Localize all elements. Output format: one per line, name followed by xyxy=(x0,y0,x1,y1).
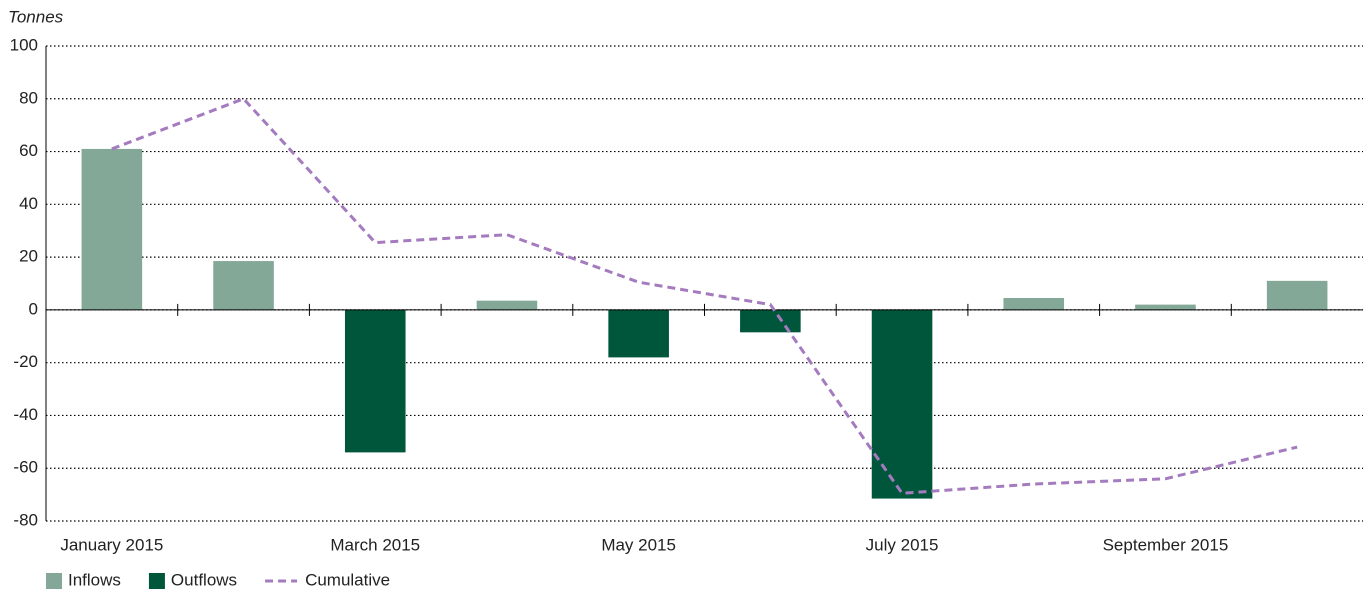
x-tick-label: May 2015 xyxy=(601,535,676,554)
bar xyxy=(871,309,933,499)
x-tick-label: July 2015 xyxy=(866,535,939,554)
y-tick-label: 60 xyxy=(19,141,38,160)
bar xyxy=(344,309,406,453)
legend-swatch xyxy=(148,573,165,589)
bar xyxy=(81,148,143,310)
legend-label: Cumulative xyxy=(305,570,390,589)
legend-swatch xyxy=(46,573,62,589)
bar xyxy=(476,300,538,310)
y-tick-label: -40 xyxy=(13,405,38,424)
bar xyxy=(740,309,801,333)
bar xyxy=(608,309,669,358)
x-tick-label: September 2015 xyxy=(1103,535,1229,554)
legend-label: Outflows xyxy=(171,570,237,589)
y-axis-label: Tonnes xyxy=(8,7,64,26)
bar xyxy=(1266,280,1328,310)
y-tick-label: -60 xyxy=(13,458,38,477)
legend-label: Inflows xyxy=(68,570,121,589)
y-tick-label: 100 xyxy=(10,35,38,54)
x-tick-label: January 2015 xyxy=(60,535,163,554)
bar xyxy=(1003,298,1065,310)
bar xyxy=(1135,304,1196,310)
y-tick-label: 40 xyxy=(19,194,38,213)
y-tick-label: -80 xyxy=(13,510,38,529)
y-tick-label: 0 xyxy=(29,299,38,318)
line xyxy=(111,97,1298,495)
bar xyxy=(213,261,274,310)
y-tick-label: 20 xyxy=(19,247,38,266)
y-tick-label: 80 xyxy=(19,88,38,107)
x-tick-label: March 2015 xyxy=(330,535,420,554)
y-tick-label: -20 xyxy=(13,352,38,371)
